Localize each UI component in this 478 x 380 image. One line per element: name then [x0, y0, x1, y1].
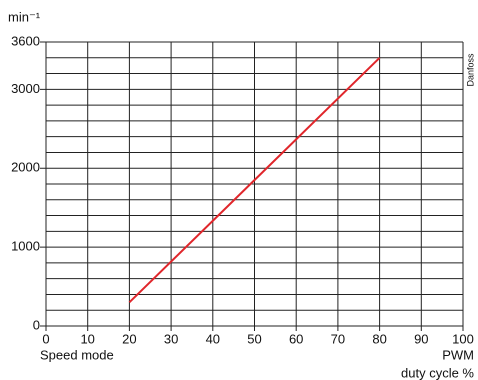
x-tick-label: 90 [414, 331, 428, 346]
y-axis-label: min⁻¹ [8, 9, 41, 24]
x-tick-label: 0 [42, 331, 49, 346]
x-tick-label: 100 [452, 331, 474, 346]
x-tick-label: 40 [206, 331, 220, 346]
x-axis-label: PWM [442, 347, 474, 362]
y-tick-label: 0 [33, 317, 40, 332]
y-tick-label: 3600 [11, 33, 40, 48]
x-tick-label: 10 [80, 331, 94, 346]
x-axis-label: Speed mode [40, 347, 114, 362]
x-tick-label: 60 [289, 331, 303, 346]
watermark: Danfoss [465, 53, 475, 87]
x-tick-label: 50 [247, 331, 261, 346]
data-line [128, 57, 381, 304]
x-tick-label: 80 [372, 331, 386, 346]
x-axis-label: duty cycle % [401, 365, 474, 380]
y-tick-label: 1000 [11, 239, 40, 254]
y-tick-label: 2000 [11, 160, 40, 175]
x-tick-label: 70 [331, 331, 345, 346]
y-tick-label: 3000 [11, 81, 40, 96]
x-tick-label: 30 [164, 331, 178, 346]
x-tick-label: 20 [122, 331, 136, 346]
